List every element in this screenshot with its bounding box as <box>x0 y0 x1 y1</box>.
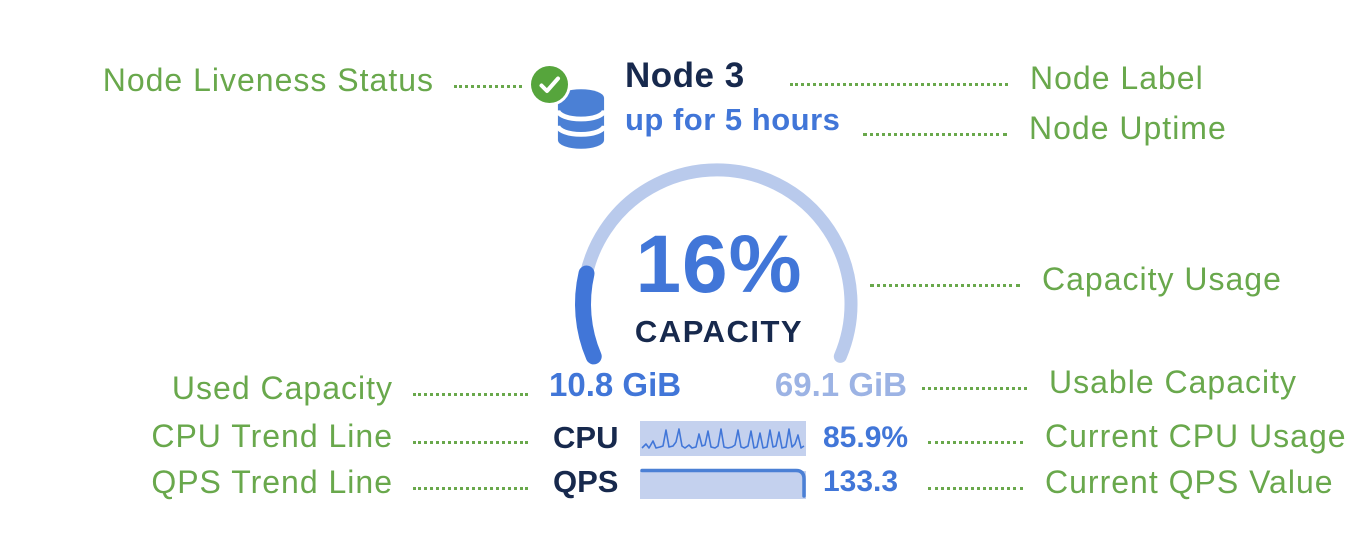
dotted-connector <box>922 387 1027 390</box>
annotation-node-liveness-status: Node Liveness Status <box>64 62 522 98</box>
gauge-progress <box>575 265 602 365</box>
node-uptime: up for 5 hours <box>625 102 841 137</box>
annotation-qps-trend-line: QPS Trend Line <box>110 464 528 500</box>
dotted-connector <box>790 83 1008 86</box>
usable-capacity-value: 69.1 GiB <box>774 366 907 403</box>
qps-trend-line <box>640 468 806 498</box>
qps-value: 133.3 <box>823 465 899 498</box>
annotation-usable-capacity: Usable Capacity <box>922 364 1297 400</box>
qps-row: QPS 133.3 <box>553 464 898 500</box>
dotted-connector <box>413 487 528 490</box>
dotted-connector <box>870 284 1020 287</box>
capacity-gauge <box>575 163 858 365</box>
used-capacity-value: 10.8 GiB <box>549 366 682 403</box>
cpu-label: CPU <box>553 420 619 455</box>
qps-label: QPS <box>553 464 619 499</box>
annotation-label: Node Label <box>1030 60 1204 96</box>
dotted-connector <box>413 441 528 444</box>
cpu-sparkline <box>640 420 806 456</box>
annotation-label: Current CPU Usage <box>1045 418 1347 454</box>
capacity-caption: CAPACITY <box>634 314 804 349</box>
annotation-label: Usable Capacity <box>1049 364 1297 400</box>
annotation-node-label: Node Label <box>790 60 1204 96</box>
capacity-values: 10.8 GiB 69.1 GiB <box>549 366 907 404</box>
cpu-sparkline-path <box>641 427 805 449</box>
annotation-label: Node Liveness Status <box>102 62 434 98</box>
dotted-connector <box>928 441 1023 444</box>
annotation-cpu-trend-line: CPU Trend Line <box>110 418 528 454</box>
dotted-connector <box>454 85 522 88</box>
check-circle-icon <box>531 66 568 103</box>
annotation-capacity-usage: Capacity Usage <box>870 261 1282 297</box>
database-icon <box>555 86 607 157</box>
annotation-label: Node Uptime <box>1029 110 1227 146</box>
annotation-label: Used Capacity <box>171 370 393 406</box>
qps-trend-chart <box>640 468 806 499</box>
annotation-label: Capacity Usage <box>1042 261 1282 297</box>
dotted-connector <box>863 133 1007 136</box>
annotation-current-cpu-usage: Current CPU Usage <box>928 418 1347 454</box>
capacity-percent: 16% <box>635 219 803 310</box>
cpu-value: 85.9% <box>823 421 909 454</box>
annotation-used-capacity: Used Capacity <box>110 370 528 406</box>
node-label: Node 3 <box>625 56 745 95</box>
annotation-label: QPS Trend Line <box>151 464 393 500</box>
cpu-row: CPU 85.9% <box>553 420 908 456</box>
annotation-current-qps-value: Current QPS Value <box>928 464 1334 500</box>
annotation-label: Current QPS Value <box>1045 464 1334 500</box>
dotted-connector <box>928 487 1023 490</box>
dotted-connector <box>413 393 528 396</box>
annotation-label: CPU Trend Line <box>151 418 393 454</box>
annotation-node-uptime: Node Uptime <box>863 110 1227 146</box>
